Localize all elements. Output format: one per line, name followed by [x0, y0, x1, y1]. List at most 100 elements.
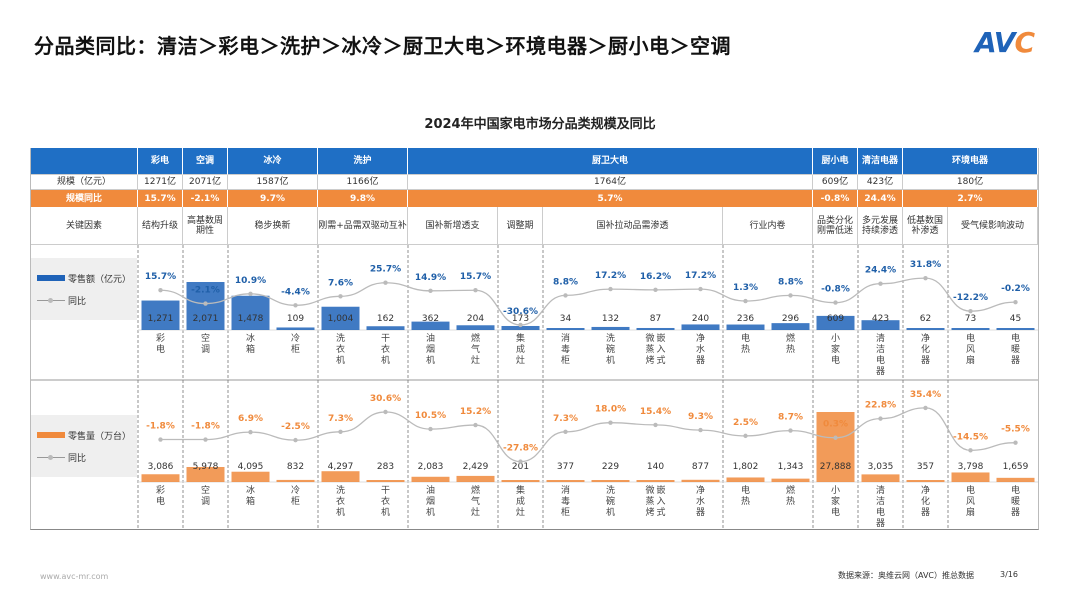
- bar-1-6: [411, 476, 450, 482]
- value-label: 3,035: [868, 462, 894, 472]
- footer-source: 数据来源：奥维云网（AVC）推总数据: [838, 571, 975, 580]
- bar-0-16: [861, 320, 900, 330]
- legend-line-swatch: [37, 297, 65, 303]
- bar-1-12: [681, 479, 720, 482]
- category-label-char: 电: [966, 332, 975, 344]
- bar-1-4: [321, 471, 360, 482]
- category-label-char: 干: [381, 485, 390, 496]
- page-number: 3/16: [1000, 570, 1018, 579]
- value-label: 87: [650, 314, 661, 324]
- category-label-char: 燃: [471, 332, 480, 344]
- factor-cell: 受气候影响波动: [948, 207, 1038, 245]
- yoy-point: [518, 459, 523, 464]
- yoy-cell: 15.7%: [138, 190, 183, 207]
- bar-0-18: [951, 328, 990, 330]
- group-header: 冰冷: [228, 148, 318, 175]
- yoy-label: 8.8%: [553, 277, 578, 287]
- category-label-char: 蒸: [645, 495, 654, 507]
- group-header: 环境电器: [903, 148, 1038, 175]
- yoy-point: [743, 298, 748, 304]
- category-label-char: 机: [336, 354, 345, 366]
- bar-0-3: [276, 327, 315, 330]
- yoy-cell: 5.7%: [408, 190, 813, 207]
- legend-volume: 零售量（万台） 同比: [31, 415, 137, 477]
- yoy-point: [293, 437, 298, 443]
- category-label-char: 气: [471, 495, 480, 507]
- value-label: 1,659: [1003, 462, 1029, 472]
- category-table: 彩电 空调 冰冷 洗护 厨卫大电 厨小电 清洁电器 环境电器 规模（亿元） 1271亿 2071亿 1…: [30, 148, 1039, 245]
- bar-0-8: [501, 325, 540, 330]
- category-label-char: 净: [921, 332, 930, 344]
- yoy-point: [248, 291, 253, 297]
- yoy-cell: 9.7%: [228, 190, 318, 207]
- yoy-point: [338, 429, 343, 434]
- category-label-char: 彩: [156, 485, 165, 496]
- category-label-char: 热: [786, 495, 795, 507]
- yoy-point: [653, 422, 658, 428]
- yoy-point: [203, 301, 208, 306]
- value-label: 73: [965, 314, 976, 324]
- category-label-char: 空: [201, 484, 210, 496]
- group-header: 空调: [183, 148, 228, 175]
- yoy-point: [158, 288, 163, 293]
- category-label-char: 暖: [1011, 343, 1020, 355]
- category-label-char: 清: [876, 484, 885, 496]
- value-label: 4,095: [238, 462, 264, 472]
- bar-0-14: [771, 323, 810, 330]
- bar-0-4: [321, 306, 360, 330]
- value-label: 240: [692, 314, 709, 324]
- value-label: 377: [557, 462, 574, 472]
- yoy-label: -30.6%: [503, 307, 538, 317]
- category-label-char: 器: [1011, 355, 1020, 366]
- group-header: 清洁电器: [858, 148, 903, 175]
- category-label-char: 洗: [336, 332, 345, 344]
- category-label-char: 电: [741, 484, 750, 496]
- category-label-char: 扇: [966, 506, 975, 518]
- yoy-label: 0.3%: [823, 420, 848, 430]
- bar-0-2: [231, 295, 270, 330]
- bar-1-9: [546, 480, 585, 482]
- category-label-char: 机: [381, 506, 390, 518]
- bar-0-5: [366, 326, 405, 330]
- category-label-char: 机: [336, 506, 345, 518]
- category-label-char: 热: [741, 495, 750, 507]
- category-label-char: 电: [966, 484, 975, 496]
- yoy-point: [608, 420, 613, 425]
- value-label: 3,798: [958, 462, 984, 472]
- yoy-point: [473, 422, 478, 428]
- category-label-char: 器: [921, 355, 930, 366]
- category-label-char: 冷: [291, 484, 300, 496]
- value-label: 423: [872, 314, 889, 324]
- bar-1-17: [906, 480, 945, 482]
- yoy-label: 6.9%: [238, 414, 263, 424]
- category-label-char: 电: [156, 343, 165, 355]
- charts-svg: 1,271彩电2,071空调1,478冰箱109冷柜1,004洗衣机162干衣机…: [31, 245, 1038, 530]
- category-label-char: 洁: [876, 343, 885, 355]
- bar-0-15: [816, 315, 855, 330]
- value-label: 2,083: [418, 462, 444, 472]
- yoy-label: 10.5%: [415, 411, 446, 421]
- yoy-label: 15.7%: [145, 272, 176, 282]
- category-label-char: 风: [966, 496, 975, 507]
- category-label-char: 衣: [336, 343, 345, 355]
- category-label-char: 电: [876, 506, 885, 518]
- category-label-char: 成: [516, 495, 525, 507]
- value-label: 236: [737, 314, 754, 324]
- group-header: 厨卫大电: [408, 148, 813, 175]
- category-label-char: 燃: [471, 484, 480, 496]
- category-label-char: 器: [696, 355, 705, 366]
- category-label-char: 烟: [426, 495, 435, 507]
- category-label-char: 电: [1011, 484, 1020, 496]
- bar-1-3: [276, 479, 315, 482]
- value-label: 296: [782, 314, 799, 324]
- value-label: 1,271: [148, 314, 174, 324]
- category-label-char: 燃: [786, 484, 795, 496]
- category-label-char: 器: [876, 366, 885, 377]
- row-label-factors: 关键因素: [31, 207, 138, 245]
- yoy-point: [743, 433, 748, 439]
- category-label-char: 气: [471, 343, 480, 355]
- yoy-point: [833, 300, 838, 305]
- bar-1-5: [366, 480, 405, 482]
- value-label: 357: [917, 462, 934, 472]
- factor-cell: 多元发展持续渗透: [858, 207, 903, 245]
